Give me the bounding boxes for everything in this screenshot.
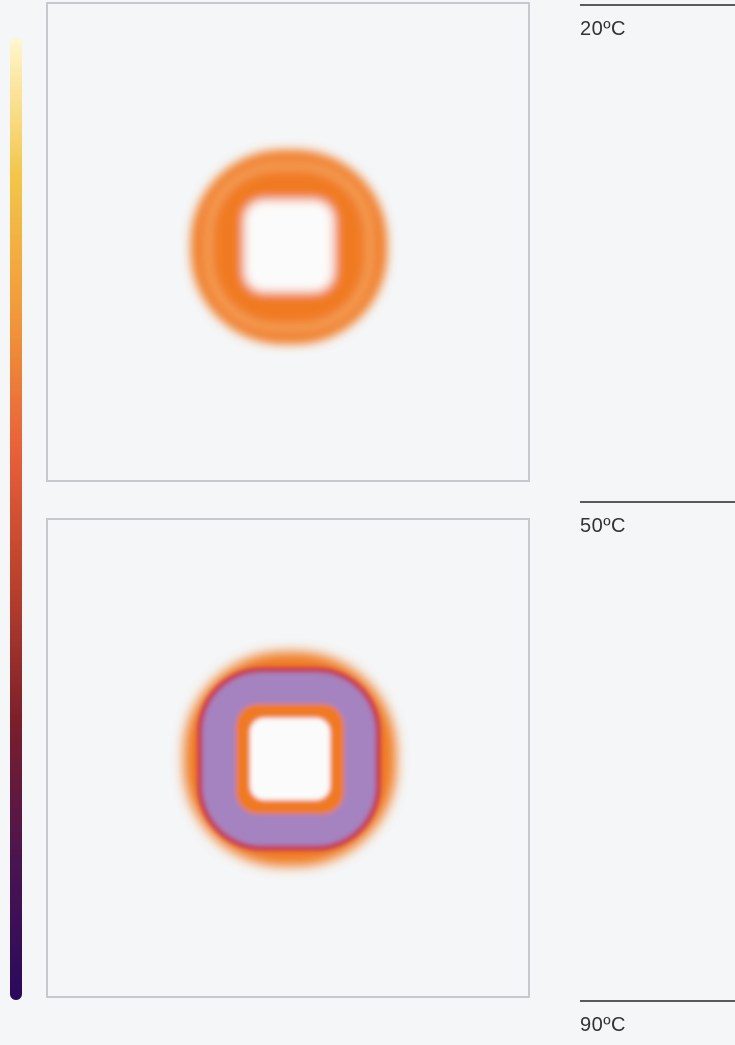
cool-core bbox=[250, 718, 330, 800]
scale-tick-50c bbox=[580, 501, 735, 503]
scale-tick-90c bbox=[580, 1000, 735, 1002]
scale-label-90c: 90ºC bbox=[580, 1014, 626, 1036]
temperature-colorbar bbox=[10, 38, 22, 1000]
heatmap-20c-figure bbox=[191, 150, 387, 344]
ring-inner-edge bbox=[204, 162, 374, 332]
scale-label-50c: 50ºC bbox=[580, 515, 626, 537]
heatmap-panel-50c bbox=[46, 518, 530, 998]
heatmap-50c-figure bbox=[184, 652, 396, 866]
heatmap-panel-20c bbox=[46, 2, 530, 482]
scale-tick-20c bbox=[580, 4, 735, 6]
cool-core bbox=[244, 200, 334, 292]
scale-label-20c: 20ºC bbox=[580, 18, 626, 40]
